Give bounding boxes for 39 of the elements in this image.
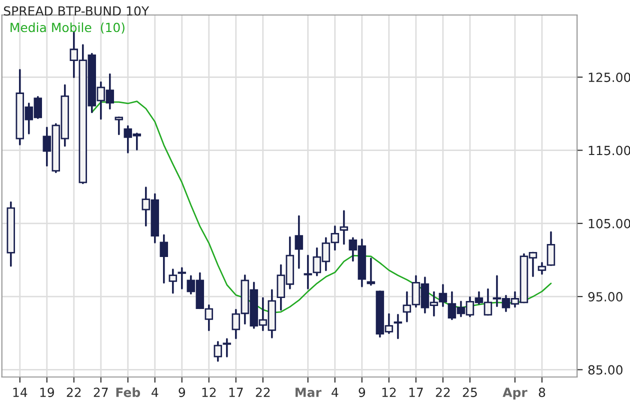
x-tick-label: 17 xyxy=(229,388,243,397)
text: Media Mobile (10) xyxy=(10,22,124,34)
candlestick xyxy=(394,314,402,340)
y-tick-label: 115.00 xyxy=(588,146,630,156)
candlestick xyxy=(366,258,376,286)
candlestick xyxy=(168,268,178,294)
candlestick xyxy=(538,262,546,275)
candlestick xyxy=(160,234,168,284)
candlestick xyxy=(222,338,232,358)
candlestick xyxy=(294,215,304,269)
candlestick xyxy=(340,210,348,245)
x-tick-label: Apr xyxy=(502,388,528,400)
y-tick-label: 105.00 xyxy=(588,218,630,228)
x-tick-label: 22 xyxy=(256,388,270,397)
x-tick-label: Feb xyxy=(116,387,140,398)
y-tick-label: 95.00 xyxy=(588,292,622,302)
y-tick-label: 125.00 xyxy=(588,72,630,82)
x-tick-label: 8 xyxy=(538,388,546,398)
x-tick-label: 12 xyxy=(382,388,396,397)
candlestick xyxy=(214,340,222,362)
x-tick-label: 4 xyxy=(332,388,338,397)
candlestick xyxy=(546,231,556,266)
x-tick-label: 17 xyxy=(409,388,423,397)
candlestick xyxy=(304,254,312,290)
x-tick-label: 19 xyxy=(40,388,54,398)
x-tick-label: 25 xyxy=(462,388,477,398)
candlestick xyxy=(178,267,186,290)
x-tick-label: 9 xyxy=(358,388,366,398)
candlestick xyxy=(114,116,124,136)
x-tick-label: 4 xyxy=(152,388,158,397)
chart-title: SPREAD BTP-BUND 10Y xyxy=(4,6,150,16)
x-tick-label: 14 xyxy=(13,388,28,397)
x-tick-label: 27 xyxy=(94,388,108,397)
x-tick-label: 22 xyxy=(436,388,450,397)
x-tick-label: 9 xyxy=(178,388,186,398)
x-tick-label: 22 xyxy=(66,388,81,397)
x-tick-label: 12 xyxy=(202,388,216,397)
x-tick-label: Mar xyxy=(296,388,322,398)
y-tick-label: 85.00 xyxy=(588,365,622,375)
